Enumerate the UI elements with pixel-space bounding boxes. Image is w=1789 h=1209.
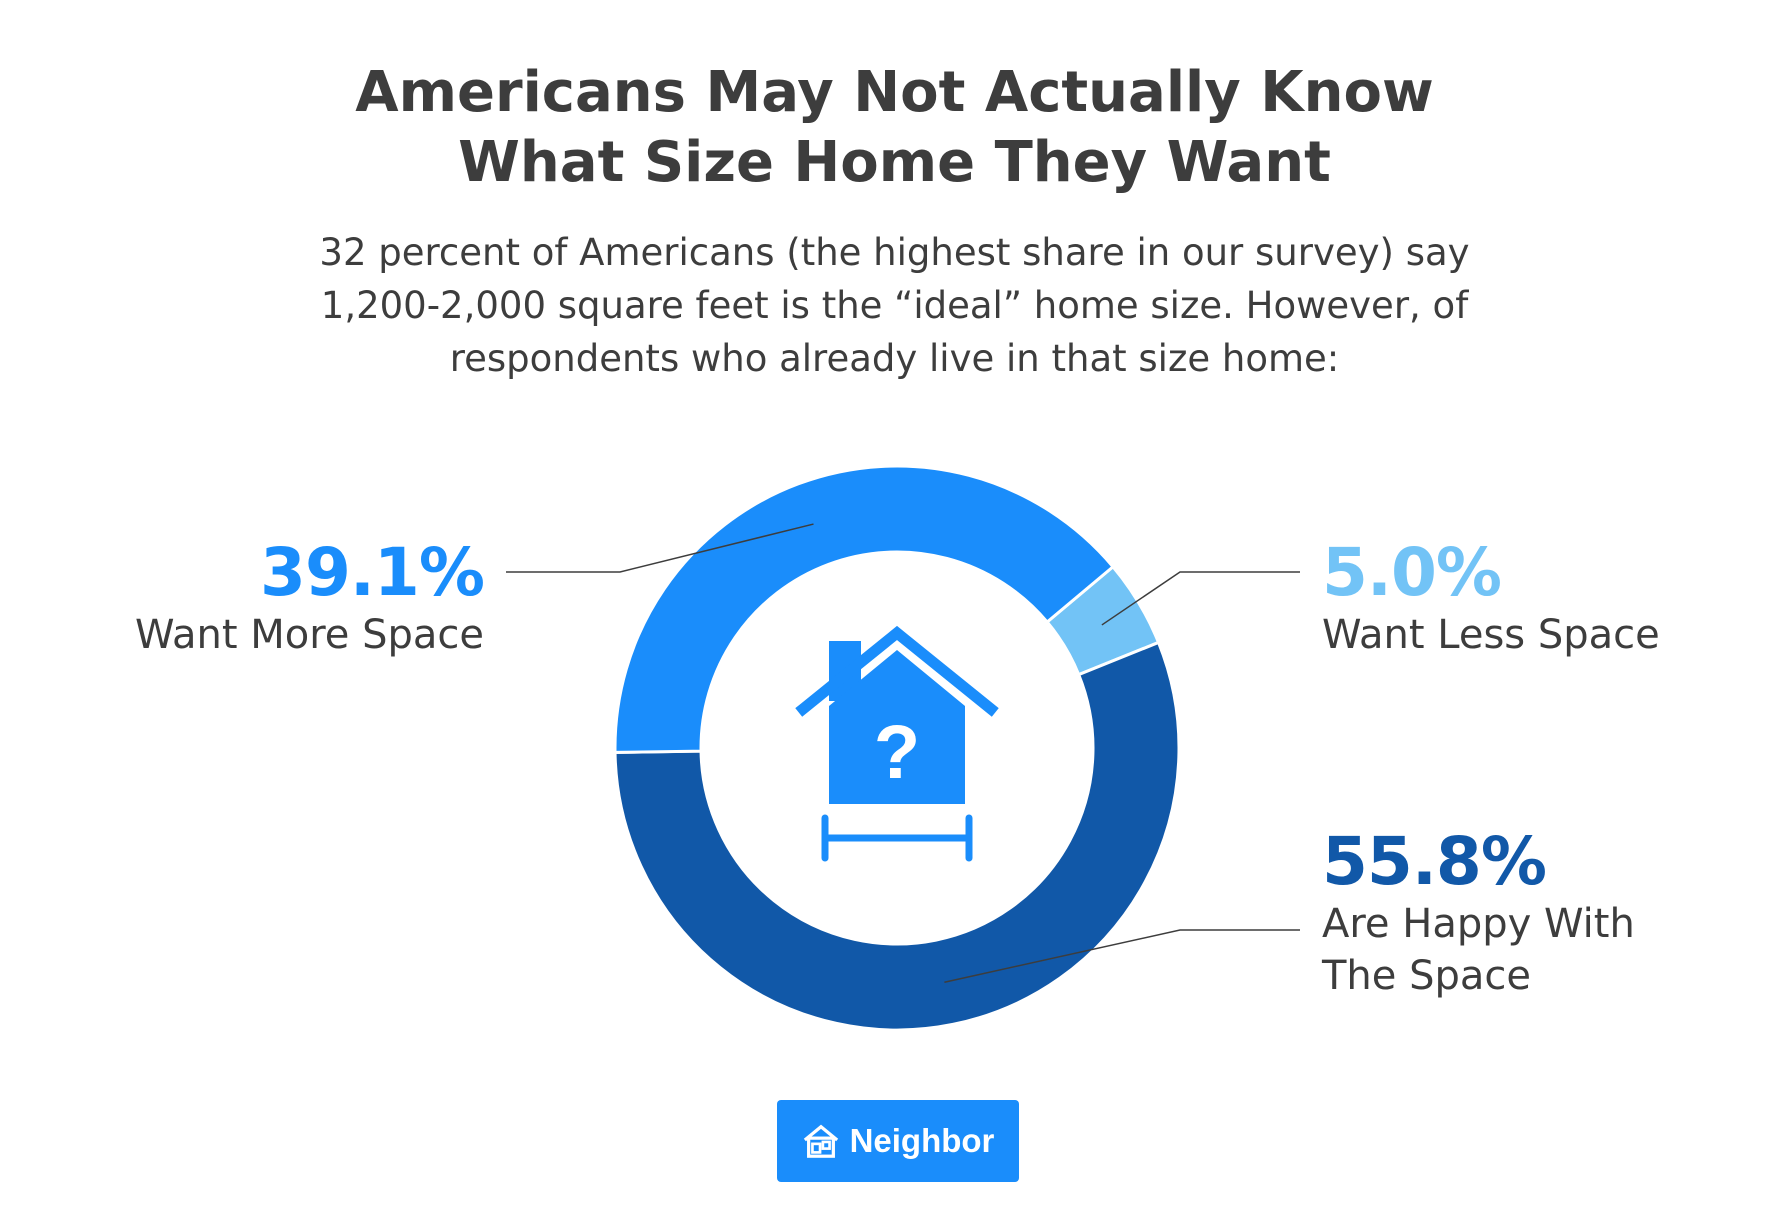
label-want-less-space: 5.0% Want Less Space <box>1322 537 1660 661</box>
chart-title: Americans May Not Actually Know What Siz… <box>0 58 1789 198</box>
leader-lines <box>506 523 1300 983</box>
chart-title-line-1: Americans May Not Actually Know <box>355 60 1434 125</box>
value-label-want-more-space: 39.1% <box>260 534 485 611</box>
house-question-icon: ? <box>795 625 999 862</box>
category-label-happy-with-space: Are Happy With The Space <box>1322 898 1635 1002</box>
leader-line-happy-with-space <box>944 929 1300 983</box>
question-mark-glyph: ? <box>874 710 920 795</box>
leader-line-want-less-space <box>1101 571 1300 626</box>
chart-subtitle-line-2: 1,200-2,000 square feet is the “ideal” h… <box>320 284 1469 327</box>
chart-title-line-2: What Size Home They Want <box>458 130 1331 195</box>
neighbor-logo-text: Neighbor <box>849 1122 995 1159</box>
label-want-more-space: 39.1% Want More Space <box>135 534 485 661</box>
neighbor-logo-badge: Neighbor <box>777 1100 1019 1182</box>
donut-slice-happy-with-space <box>613 640 1181 1032</box>
donut-slices <box>613 464 1181 1032</box>
chart-subtitle-line-3: respondents who already live in that siz… <box>449 337 1340 380</box>
chart-subtitle: 32 percent of Americans (the highest sha… <box>0 226 1789 385</box>
label-happy-with-space: 55.8% Are Happy With The Space <box>1322 826 1635 1002</box>
chart-subtitle-line-1: 32 percent of Americans (the highest sha… <box>319 231 1470 274</box>
category-label-happy-with-space-line-1: Are Happy With <box>1322 901 1635 947</box>
value-label-happy-with-space: 55.8% <box>1322 823 1547 900</box>
donut-slice-want-more-space <box>613 464 1116 754</box>
leader-line-want-more-space <box>506 523 814 573</box>
value-label-want-less-space: 5.0% <box>1322 534 1502 611</box>
category-label-want-less-space-line-1: Want Less Space <box>1322 612 1660 658</box>
category-label-happy-with-space-line-2: The Space <box>1322 953 1532 999</box>
category-label-want-more-space-line-1: Want More Space <box>134 612 484 658</box>
category-label-want-more-space: Want More Space <box>135 609 484 661</box>
neighbor-house-icon <box>803 1124 838 1158</box>
category-label-want-less-space: Want Less Space <box>1322 609 1660 661</box>
